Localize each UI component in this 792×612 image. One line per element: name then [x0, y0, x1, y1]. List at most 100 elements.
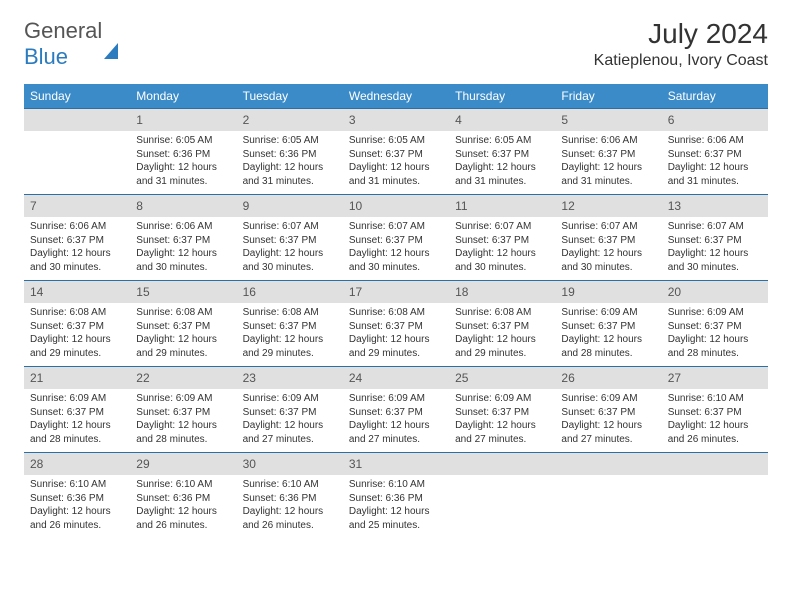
daynum-row: 14: [24, 280, 130, 303]
day-number: 24: [349, 371, 362, 385]
day-cell: 13 Sunrise: 6:07 AMSunset: 6:37 PMDayligh…: [662, 194, 768, 280]
day-cell: 2Sunrise: 6:05 AMSunset: 6:36 PMDaylight…: [237, 108, 343, 194]
daynum-row: 11: [449, 194, 555, 217]
logo-text-blue: Blue: [24, 44, 68, 69]
sun-info: Sunrise: 6:05 AMSunset: 6:37 PMDaylight:…: [449, 131, 555, 194]
day-number: 25: [455, 371, 468, 385]
weekday-header: Monday: [130, 84, 236, 108]
day-number: 10: [349, 199, 362, 213]
sun-info: Sunrise: 6:05 AMSunset: 6:37 PMDaylight:…: [343, 131, 449, 194]
calendar-row: 28Sunrise: 6:10 AMSunset: 6:36 PMDayligh…: [24, 452, 768, 538]
logo: General Blue: [24, 18, 118, 70]
calendar-row: 14Sunrise: 6:08 AMSunset: 6:37 PMDayligh…: [24, 280, 768, 366]
daynum-row: 1: [130, 108, 236, 131]
weekday-header: Saturday: [662, 84, 768, 108]
day-number: 5: [561, 113, 568, 127]
day-number: 3: [349, 113, 356, 127]
day-cell: 23Sunrise: 6:09 AMSunset: 6:37 PMDayligh…: [237, 366, 343, 452]
day-cell: 5 Sunrise: 6:06 AMSunset: 6:37 PMDaylight…: [555, 108, 661, 194]
day-number: [561, 457, 564, 471]
sun-info: Sunrise: 6:06 AMSunset: 6:37 PMDaylight:…: [130, 217, 236, 280]
day-number: 22: [136, 371, 149, 385]
daynum-row: [555, 452, 661, 475]
sun-info: Sunrise: 6:05 AMSunset: 6:36 PMDaylight:…: [130, 131, 236, 194]
daynum-row: 17: [343, 280, 449, 303]
day-number: 26: [561, 371, 574, 385]
sun-info: Sunrise: 6:10 AMSunset: 6:36 PMDaylight:…: [24, 475, 130, 538]
day-number: 20: [668, 285, 681, 299]
sun-info: Sunrise: 6:10 AMSunset: 6:36 PMDaylight:…: [343, 475, 449, 538]
calendar: SundayMondayTuesdayWednesdayThursdayFrid…: [24, 84, 768, 538]
daynum-row: 4: [449, 108, 555, 131]
day-number: [30, 113, 33, 127]
header: General Blue July 2024 Katieplenou, Ivor…: [24, 18, 768, 70]
day-cell: 1Sunrise: 6:05 AMSunset: 6:36 PMDaylight…: [130, 108, 236, 194]
day-number: 4: [455, 113, 462, 127]
sun-info: Sunrise: 6:08 AMSunset: 6:37 PMDaylight:…: [237, 303, 343, 366]
sun-info: Sunrise: 6:09 AMSunset: 6:37 PMDaylight:…: [555, 303, 661, 366]
daynum-row: 16: [237, 280, 343, 303]
day-number: 6: [668, 113, 675, 127]
sun-info: Sunrise: 6:07 AMSunset: 6:37 PMDaylight:…: [662, 217, 768, 280]
daynum-row: [24, 108, 130, 131]
day-cell: 21 Sunrise: 6:09 AMSunset: 6:37 PMDayligh…: [24, 366, 130, 452]
daynum-row: 5: [555, 108, 661, 131]
day-number: 23: [243, 371, 256, 385]
daynum-row: [662, 452, 768, 475]
sun-info: Sunrise: 6:07 AMSunset: 6:37 PMDaylight:…: [237, 217, 343, 280]
day-cell: 14Sunrise: 6:08 AMSunset: 6:37 PMDayligh…: [24, 280, 130, 366]
day-cell: 30Sunrise: 6:10 AMSunset: 6:36 PMDayligh…: [237, 452, 343, 538]
day-number: 13: [668, 199, 681, 213]
day-cell: 31Sunrise: 6:10 AMSunset: 6:36 PMDayligh…: [343, 452, 449, 538]
month-title: July 2024: [594, 18, 768, 50]
day-number: 12: [561, 199, 574, 213]
daynum-row: 10: [343, 194, 449, 217]
sun-info: [555, 475, 661, 484]
daynum-row: 21: [24, 366, 130, 389]
day-number: [668, 457, 671, 471]
sun-info: [662, 475, 768, 484]
daynum-row: 3: [343, 108, 449, 131]
day-number: 21: [30, 371, 43, 385]
daynum-row: 24: [343, 366, 449, 389]
sun-info: [449, 475, 555, 484]
sun-info: Sunrise: 6:06 AMSunset: 6:37 PMDaylight:…: [555, 131, 661, 194]
day-number: 2: [243, 113, 250, 127]
daynum-row: 13: [662, 194, 768, 217]
location: Katieplenou, Ivory Coast: [594, 52, 768, 70]
sun-info: Sunrise: 6:09 AMSunset: 6:37 PMDaylight:…: [449, 389, 555, 452]
daynum-row: 31: [343, 452, 449, 475]
sun-info: Sunrise: 6:09 AMSunset: 6:37 PMDaylight:…: [662, 303, 768, 366]
daynum-row: 22: [130, 366, 236, 389]
daynum-row: 30: [237, 452, 343, 475]
day-number: 17: [349, 285, 362, 299]
sun-info: Sunrise: 6:06 AMSunset: 6:37 PMDaylight:…: [662, 131, 768, 194]
empty-cell: [555, 452, 661, 538]
sun-info: Sunrise: 6:09 AMSunset: 6:37 PMDaylight:…: [130, 389, 236, 452]
empty-cell: [449, 452, 555, 538]
day-cell: 12Sunrise: 6:07 AMSunset: 6:37 PMDayligh…: [555, 194, 661, 280]
daynum-row: 19: [555, 280, 661, 303]
calendar-body: 1Sunrise: 6:05 AMSunset: 6:36 PMDaylight…: [24, 108, 768, 538]
daynum-row: [449, 452, 555, 475]
sun-info: Sunrise: 6:07 AMSunset: 6:37 PMDaylight:…: [449, 217, 555, 280]
day-cell: 22 Sunrise: 6:09 AMSunset: 6:37 PMDayligh…: [130, 366, 236, 452]
sun-info: Sunrise: 6:07 AMSunset: 6:37 PMDaylight:…: [343, 217, 449, 280]
day-cell: 19Sunrise: 6:09 AMSunset: 6:37 PMDayligh…: [555, 280, 661, 366]
weekday-header: Tuesday: [237, 84, 343, 108]
empty-cell: [24, 108, 130, 194]
day-cell: 8Sunrise: 6:06 AMSunset: 6:37 PMDaylight…: [130, 194, 236, 280]
sun-info: Sunrise: 6:10 AMSunset: 6:36 PMDaylight:…: [237, 475, 343, 538]
daynum-row: 26: [555, 366, 661, 389]
sun-info: Sunrise: 6:08 AMSunset: 6:37 PMDaylight:…: [130, 303, 236, 366]
weekday-header: Friday: [555, 84, 661, 108]
sun-info: Sunrise: 6:09 AMSunset: 6:37 PMDaylight:…: [24, 389, 130, 452]
daynum-row: 15: [130, 280, 236, 303]
day-cell: 20 Sunrise: 6:09 AMSunset: 6:37 PMDayligh…: [662, 280, 768, 366]
sun-info: Sunrise: 6:08 AMSunset: 6:37 PMDaylight:…: [343, 303, 449, 366]
daynum-row: 18: [449, 280, 555, 303]
day-cell: 6 Sunrise: 6:06 AMSunset: 6:37 PMDaylight…: [662, 108, 768, 194]
day-number: 7: [30, 199, 37, 213]
day-number: 29: [136, 457, 149, 471]
title-block: July 2024 Katieplenou, Ivory Coast: [594, 18, 768, 70]
